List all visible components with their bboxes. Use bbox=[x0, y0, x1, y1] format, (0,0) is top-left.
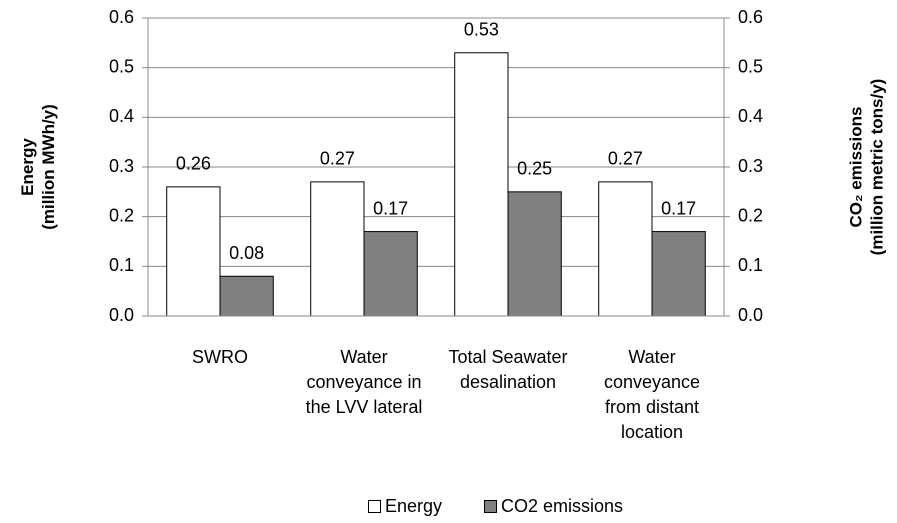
bar bbox=[219, 275, 274, 317]
axis-title-line: CO₂ emissions bbox=[845, 106, 865, 228]
x-tick-label: Total Seawater desalination bbox=[448, 347, 568, 392]
y2-tick-label: 0.3 bbox=[738, 156, 763, 176]
x-tick-label: Water conveyance in the LVV lateral bbox=[305, 347, 423, 417]
bar bbox=[598, 181, 653, 317]
bar bbox=[310, 181, 365, 317]
legend-label: Energy bbox=[385, 496, 443, 516]
bar bbox=[166, 186, 221, 317]
axis-title-line: (million metric tons/y) bbox=[866, 78, 886, 256]
bar bbox=[454, 52, 509, 317]
axis-title-line: Energy bbox=[17, 138, 37, 196]
value-label: 0.08 bbox=[229, 243, 264, 263]
value-label: 0.17 bbox=[661, 198, 696, 218]
axis-title-line: (million MWh/y) bbox=[38, 104, 58, 230]
value-label: 0.17 bbox=[373, 198, 408, 218]
value-label: 0.27 bbox=[320, 149, 355, 169]
y-tick-label: 0.6 bbox=[109, 7, 134, 27]
y-tick-label: 0.4 bbox=[109, 106, 134, 126]
legend-swatch bbox=[368, 500, 381, 513]
x-tick-label: Water conveyance from distant location bbox=[603, 347, 701, 442]
x-tick-label: SWRO bbox=[192, 347, 248, 367]
y2-tick-label: 0.0 bbox=[738, 305, 763, 325]
axis-title: Energy (million MWh/y) bbox=[17, 104, 59, 230]
value-label: 0.25 bbox=[517, 159, 552, 179]
y-tick-label: 0.1 bbox=[109, 255, 134, 275]
y2-tick-label: 0.4 bbox=[738, 106, 763, 126]
y2-tick-label: 0.5 bbox=[738, 56, 763, 76]
y-tick-label: 0.3 bbox=[109, 156, 134, 176]
bar bbox=[363, 231, 418, 317]
y-tick-label: 0.0 bbox=[109, 305, 134, 325]
legend-swatch bbox=[484, 500, 497, 513]
bar bbox=[507, 191, 562, 317]
y2-tick-label: 0.6 bbox=[738, 7, 763, 27]
legend-item: Energy bbox=[368, 496, 442, 517]
axis-title: CO₂ emissions (million metric tons/y) bbox=[845, 79, 887, 256]
value-label: 0.26 bbox=[176, 154, 211, 174]
y-tick-label: 0.2 bbox=[109, 205, 134, 225]
value-label: 0.27 bbox=[608, 149, 643, 169]
y2-tick-label: 0.1 bbox=[738, 255, 763, 275]
value-label: 0.53 bbox=[464, 20, 499, 40]
y-tick-label: 0.5 bbox=[109, 56, 134, 76]
y2-tick-label: 0.2 bbox=[738, 205, 763, 225]
bar bbox=[651, 231, 706, 317]
legend-item: CO2 emissions bbox=[484, 496, 623, 517]
legend-label: CO2 emissions bbox=[501, 496, 624, 516]
